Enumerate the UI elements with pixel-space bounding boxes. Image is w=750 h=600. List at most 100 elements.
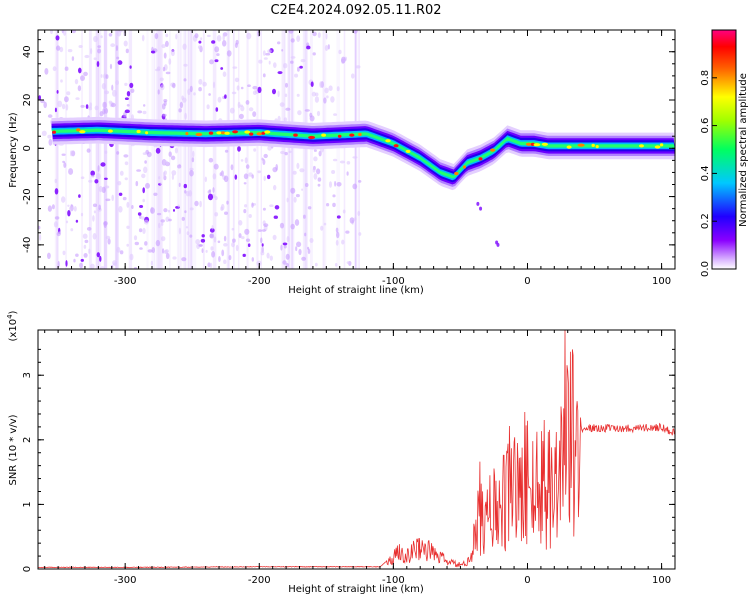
noise-speckle <box>129 253 134 261</box>
noise-speckle <box>285 253 290 260</box>
noise-speckle <box>117 181 122 186</box>
ridge-peak <box>454 171 459 176</box>
noise-speckle <box>105 198 111 202</box>
noise-speckle <box>277 71 283 75</box>
noise-speckle <box>272 234 277 240</box>
noise-speckle <box>215 107 219 112</box>
noise-speckle <box>286 197 289 203</box>
noise-speckle <box>211 225 214 230</box>
noise-speckle <box>47 205 53 212</box>
y-tick-label: 20 <box>22 94 33 107</box>
noise-streak <box>103 30 107 269</box>
noise-speckle <box>193 92 196 96</box>
noise-speckle <box>285 107 291 111</box>
noise-speckle <box>286 236 290 243</box>
noise-speckle <box>40 99 45 104</box>
noise-speckle <box>165 40 169 48</box>
noise-speckle <box>351 73 355 79</box>
noise-speckle <box>224 149 229 153</box>
ridge-peak <box>337 134 342 138</box>
noise-speckle <box>247 243 251 247</box>
noise-speckle <box>283 244 287 249</box>
noise-speckle <box>211 40 216 44</box>
noise-speckle <box>240 86 244 90</box>
noise-speckle <box>243 173 249 180</box>
noise-speckle <box>126 201 130 208</box>
noise-speckle <box>112 89 117 97</box>
noise-speckle <box>104 177 108 180</box>
noise-speckle <box>164 249 169 254</box>
noise-speckle <box>143 166 148 174</box>
noise-speckle <box>142 227 146 234</box>
noise-speckle <box>354 217 357 221</box>
noise-speckle <box>208 157 214 163</box>
ridge-peak <box>566 145 572 149</box>
noise-speckle <box>273 62 277 68</box>
noise-speckle <box>51 204 55 210</box>
noise-speckle <box>231 91 237 95</box>
noise-speckle <box>66 91 71 96</box>
noise-speckle <box>65 220 69 224</box>
noise-speckle <box>234 77 240 83</box>
noise-speckle <box>144 241 148 246</box>
noise-streak <box>190 30 193 269</box>
noise-speckle <box>111 194 114 201</box>
noise-streak <box>226 30 230 269</box>
noise-speckle <box>160 219 165 223</box>
noise-speckle <box>124 161 129 166</box>
noise-speckle <box>62 250 66 256</box>
noise-speckle <box>162 66 166 72</box>
noise-speckle <box>279 222 285 229</box>
noise-speckle <box>116 30 122 37</box>
x-tick-label: 100 <box>652 575 671 586</box>
ridge-peak <box>136 129 141 134</box>
noise-speckle <box>138 228 143 233</box>
noise-streak <box>95 30 100 269</box>
noise-streak <box>310 30 313 269</box>
ridge-peak <box>478 157 483 161</box>
noise-speckle <box>304 109 310 112</box>
noise-speckle <box>261 229 266 232</box>
ridge-peak <box>185 132 189 136</box>
noise-speckle <box>98 204 101 211</box>
noise-speckle <box>168 218 172 222</box>
noise-speckle <box>214 59 219 63</box>
noise-streak <box>227 30 229 269</box>
noise-speckle <box>181 95 184 101</box>
ridge-peak <box>79 130 86 134</box>
noise-speckle <box>150 260 153 266</box>
noise-speckle <box>231 242 235 248</box>
noise-speckle <box>319 81 323 88</box>
noise-speckle <box>327 44 330 50</box>
noise-speckle <box>90 263 95 269</box>
noise-speckle <box>83 71 88 77</box>
ridge-peak <box>76 128 81 132</box>
noise-speckle <box>314 96 319 103</box>
noise-speckle <box>263 57 268 60</box>
noise-speckle <box>80 176 85 179</box>
noise-speckle <box>194 33 199 39</box>
noise-speckle <box>202 81 207 87</box>
noise-speckle <box>54 178 57 184</box>
noise-streak <box>290 30 293 269</box>
noise-speckle <box>237 101 241 109</box>
noise-speckle <box>207 262 211 268</box>
chart-title: C2E4.2024.092.05.11.R02 <box>270 3 441 18</box>
ridge-peak <box>321 133 326 137</box>
noise-speckle <box>325 32 328 40</box>
noise-speckle <box>336 182 342 187</box>
noise-speckle <box>123 111 127 118</box>
noise-speckle <box>326 203 330 207</box>
noise-speckle <box>56 90 59 94</box>
noise-speckle <box>232 238 236 243</box>
y-tick-label: -20 <box>22 188 33 204</box>
noise-speckle <box>117 60 123 65</box>
noise-speckle <box>214 212 219 217</box>
noise-speckle <box>198 78 203 85</box>
noise-speckle <box>165 216 170 223</box>
noise-speckle <box>129 82 134 88</box>
noise-speckle <box>158 176 161 180</box>
noise-speckle <box>310 81 314 87</box>
noise-speckle <box>119 170 124 176</box>
